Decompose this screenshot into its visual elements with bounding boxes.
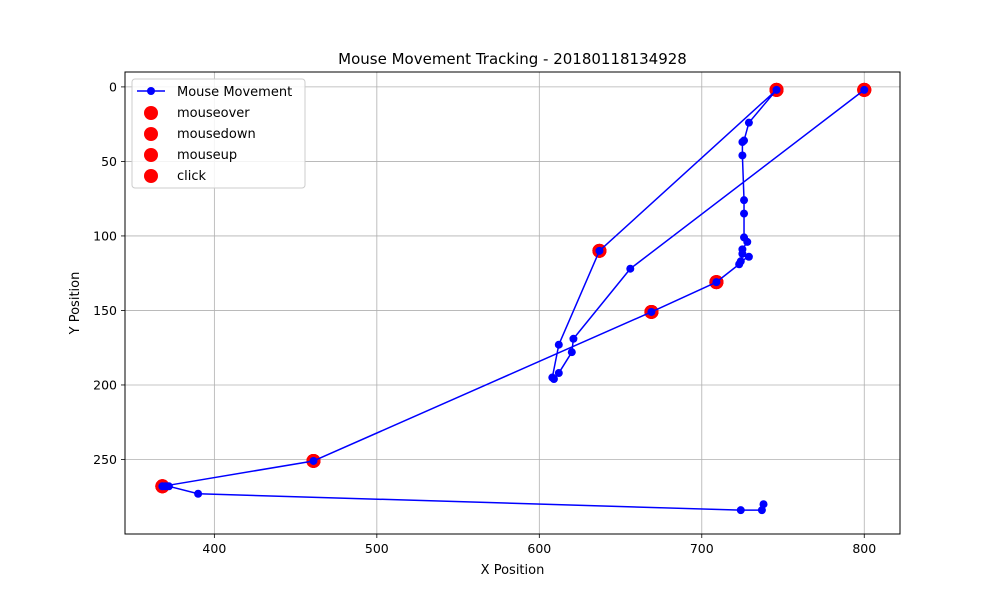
y-tick-label: 100 [93, 228, 117, 243]
mouse-movement-point [738, 245, 747, 254]
y-tick-label: 200 [93, 377, 117, 392]
mouse-movement-point [595, 246, 604, 255]
legend-label-click: click [177, 169, 207, 184]
mouse-movement-point [740, 209, 749, 218]
legend-label-mouseover: mouseover [177, 106, 250, 121]
mouse-movement-point [757, 506, 766, 515]
mouse-movement-point [772, 85, 781, 94]
y-axis-label: Y Position [68, 272, 83, 336]
mouse-movement-point [740, 136, 749, 145]
x-tick-label: 400 [202, 541, 226, 556]
mouse-movement-point [740, 233, 749, 242]
mouse-movement-point [712, 278, 721, 287]
chart-title: Mouse Movement Tracking - 20180118134928 [338, 50, 687, 68]
y-tick-label: 0 [109, 79, 117, 94]
legend-marker-click [144, 169, 158, 183]
legend-label-mouseup: mouseup [177, 148, 237, 163]
legend-marker-mouseup [144, 148, 158, 162]
plot-frame [124, 71, 901, 535]
x-axis-label: X Position [481, 563, 545, 578]
legend-box [131, 78, 306, 189]
mouse-movement-point [554, 340, 563, 349]
mouse-movement-point [309, 456, 318, 465]
legend-marker-mouseover [144, 106, 158, 120]
mouse-movement-point [569, 334, 578, 343]
legend-label-mousedown: mousedown [177, 127, 256, 142]
legend-marker-mousedown [144, 127, 158, 141]
mouse-movement-point [554, 369, 563, 378]
x-tick-label: 800 [852, 541, 876, 556]
mouse-movement-point [860, 85, 869, 94]
y-tick-label: 250 [93, 452, 117, 467]
x-tick-label: 500 [365, 541, 389, 556]
axis-ticks: 400 500 600 700 800 0 50 100 150 200 250 [93, 79, 876, 556]
mouse-movement-point [194, 489, 203, 498]
y-tick-label: 150 [93, 303, 117, 318]
mouse-movement-point [549, 375, 558, 384]
y-tick-label: 50 [101, 154, 117, 169]
mouse-movement-point [626, 264, 635, 273]
legend-point-marker [147, 87, 155, 95]
mouse-movement-point [744, 118, 753, 127]
mouse-movement-point [740, 196, 749, 205]
mouse-movement-point [736, 506, 745, 515]
mouse-movement-point [647, 307, 656, 316]
mouse-movement-point [738, 151, 747, 160]
x-tick-label: 600 [527, 541, 551, 556]
legend: Mouse Movement mouseover mousedown mouse… [131, 78, 306, 189]
mouse-movement-point [567, 348, 576, 357]
mouse-movement-point [736, 257, 745, 266]
x-tick-label: 700 [690, 541, 714, 556]
mouse-movement-point [158, 482, 167, 491]
mouse-movement-point [744, 252, 753, 261]
legend-label-mouse-movement: Mouse Movement [177, 85, 292, 100]
data-series [155, 82, 872, 515]
